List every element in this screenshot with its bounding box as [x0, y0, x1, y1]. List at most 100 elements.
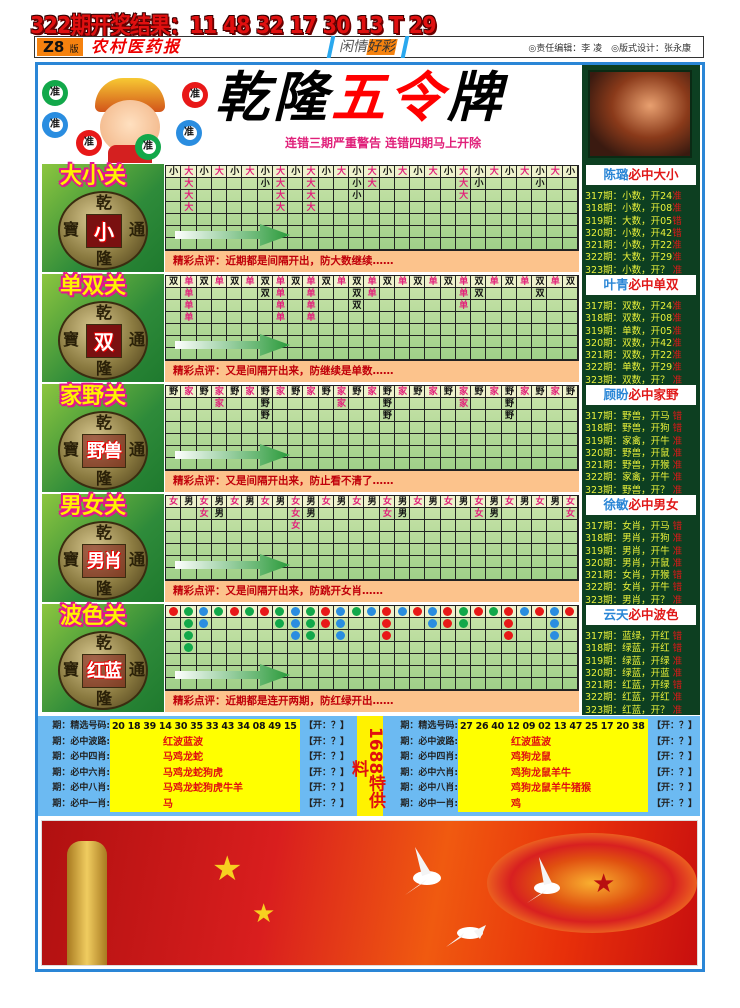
grid-cell: [181, 496, 197, 508]
trend-column: 女: [260, 497, 270, 507]
picks-table-left: 期：精选号码: 20 18 39 14 30 35 33 43 34 08 49…: [38, 719, 349, 812]
color-ball-mark: [244, 607, 254, 616]
special-label: 1688特供料: [348, 716, 385, 816]
grid-cell: [532, 556, 548, 568]
prediction-text: 321期：双数，开22: [585, 350, 673, 362]
grid-cell: [425, 532, 441, 544]
grid-cell: [242, 422, 258, 434]
grid-cell: [272, 202, 289, 214]
grid-cell: [486, 312, 502, 324]
coin-center-word: 双: [86, 324, 122, 358]
prediction-verdict: 准: [672, 435, 683, 447]
grid-cell: [425, 238, 441, 250]
grid-cell: [272, 348, 289, 360]
grid-cell: [562, 312, 578, 324]
trend-column: 男: [459, 497, 469, 507]
color-ball-mark: [489, 607, 499, 616]
grid-cell: [257, 508, 273, 520]
pick-value: 马鸡龙蛇狗虎: [110, 765, 300, 781]
grid-cell: [272, 532, 289, 544]
grid-cell: [288, 422, 304, 434]
grid-cell: [410, 630, 426, 642]
grid-cell: [196, 312, 212, 324]
trend-column: 单单单: [459, 277, 469, 311]
grid-cell: [181, 520, 197, 532]
pick-label: 期：必中六肖:: [400, 767, 458, 778]
grid-cell: [211, 544, 228, 556]
grid-cell: [257, 520, 273, 532]
grid-cell: [242, 544, 258, 556]
prediction-verdict: 错: [672, 227, 682, 239]
grid-cell: [501, 166, 517, 178]
grid-cell: [516, 434, 533, 446]
grid-cell: [486, 166, 502, 178]
grid-cell: [364, 202, 380, 214]
grid-cell: [349, 190, 365, 202]
prediction-row: 320期：男肖，开鼠 准: [584, 558, 698, 570]
section-label-panel: 家野关 乾 寶 通 隆 野兽: [42, 384, 164, 492]
grid-cell: [532, 434, 548, 446]
grid-cell: [333, 178, 350, 190]
grid-cell: [242, 568, 258, 580]
color-ball-mark: [336, 607, 346, 616]
grid-cell: [455, 312, 472, 324]
grid-cell: [562, 178, 578, 190]
lucky-ball-icon: 准: [182, 82, 208, 108]
grid-cell: [516, 166, 533, 178]
grid-cell: [288, 568, 304, 580]
prediction-row: 322期：单数，开29准: [584, 362, 698, 374]
prediction-verdict: 准: [672, 337, 682, 349]
grid-cell: [288, 618, 304, 630]
trend-column: 双: [443, 277, 453, 287]
grid-cell: [410, 496, 426, 508]
prediction-verdict: 准: [672, 203, 682, 215]
coin-char-top: 乾: [96, 413, 113, 432]
grid-cell: [242, 348, 258, 360]
grid-cell: [562, 666, 578, 678]
grid-cell: [166, 434, 182, 446]
grid-cell: [257, 568, 273, 580]
grid-cell: [349, 348, 365, 360]
star-icon: ★: [212, 849, 243, 889]
grid-cell: [181, 312, 197, 324]
trend-column: 单: [428, 277, 438, 287]
grid-cell: [318, 568, 334, 580]
grid-cell: [166, 422, 182, 434]
grid-cell: [242, 458, 258, 470]
grid-cell: [379, 336, 395, 348]
grid-cell: [440, 166, 456, 178]
pick-row: 期：必中六肖: 马鸡龙蛇狗虎 【开：？】: [38, 765, 349, 781]
grid-cell: [288, 202, 304, 214]
grid-cell: [562, 336, 578, 348]
grid-cell: [196, 618, 212, 630]
grid-cell: [257, 434, 273, 446]
expert-pick-type: 必中大小: [628, 167, 679, 182]
grid-cell: [410, 458, 426, 470]
trend-column: 家: [398, 387, 408, 397]
prediction-text: 319期：男肖，开牛: [585, 545, 673, 557]
grid-cell: [364, 508, 380, 520]
trend-column: 家: [245, 387, 255, 397]
grid-cell: [562, 238, 578, 250]
prediction-text: 318期：绿蓝，开红: [585, 643, 673, 655]
grid-cell: [486, 666, 502, 678]
grid-cell: [227, 532, 243, 544]
trend-column: 男: [337, 497, 347, 507]
grid-cell: [425, 654, 441, 666]
grid-cell: [379, 458, 395, 470]
prediction-text: 318期：男肖，开狗: [585, 533, 673, 545]
grid-cell: [257, 238, 273, 250]
grid-cell: [547, 348, 563, 360]
pick-value: 鸡: [458, 796, 648, 812]
grid-cell: [532, 410, 548, 422]
prediction-verdict: 准: [672, 447, 683, 459]
grid-cell: [547, 190, 563, 202]
grid-cell: [486, 434, 502, 446]
grid-cell: [333, 618, 350, 630]
prediction-text: 319期：单数，开05: [585, 325, 673, 337]
prediction-text: 320期：绿蓝，开蓝: [585, 667, 673, 679]
trend-column: 双双双: [352, 277, 362, 311]
grid-cell: [379, 226, 395, 238]
trend-column: 大: [489, 167, 499, 177]
grid-cell: [318, 544, 334, 556]
